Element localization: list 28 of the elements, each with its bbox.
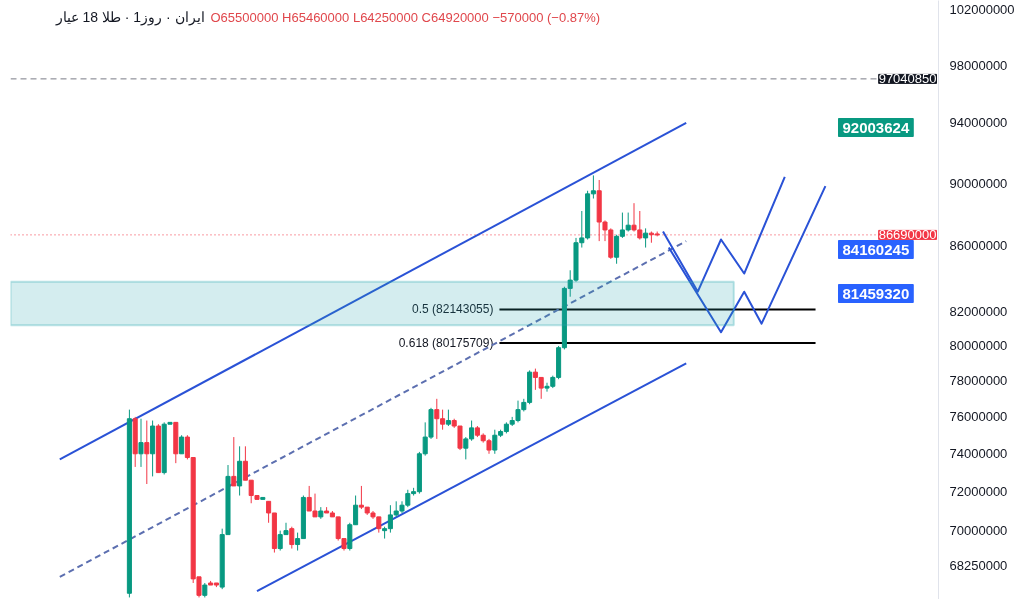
candlestick (289, 526, 295, 550)
y-tick-label: 98000000 (949, 57, 1008, 73)
y-tick-label: 72000000 (949, 484, 1008, 500)
annotation: 92003624 (842, 118, 910, 136)
ref-line-label: 97040850 (878, 71, 937, 87)
y-tick-label: 94000000 (949, 115, 1008, 131)
y-tick-label: 80000000 (949, 338, 1008, 354)
y-tick-label: 82000000 (949, 304, 1008, 320)
annotation: O65500000 H65460000 L64250000 C64920000 −570000 (−0.87%) (210, 9, 601, 25)
y-tick-label: 76000000 (949, 409, 1008, 425)
y-tick-label: 68250000 (949, 558, 1008, 574)
annotation: 84160245 (842, 240, 910, 258)
y-tick-label: 90000000 (949, 175, 1008, 191)
y-tick-label: 102000000 (949, 2, 1015, 18)
text: ایران · روز1 · طلا 18 عیار (54, 8, 205, 26)
ref-line-label: 0.5 (82143055) (412, 302, 494, 317)
candlestick (144, 420, 150, 485)
candlestick (179, 434, 185, 455)
y-tick-label: 78000000 (949, 373, 1008, 389)
y-tick-label: 70000000 (949, 523, 1008, 539)
ref-line-label: 0.618 (80175709) (398, 335, 494, 350)
annotation: 81459320 (842, 284, 910, 302)
y-tick-label: 74000000 (949, 446, 1008, 462)
candlestick (643, 227, 649, 249)
candlestick (231, 436, 237, 487)
y-tick-label: 86000000 (949, 238, 1008, 254)
candlestick (138, 418, 144, 468)
ref-line-label: 86690000 (878, 227, 937, 243)
